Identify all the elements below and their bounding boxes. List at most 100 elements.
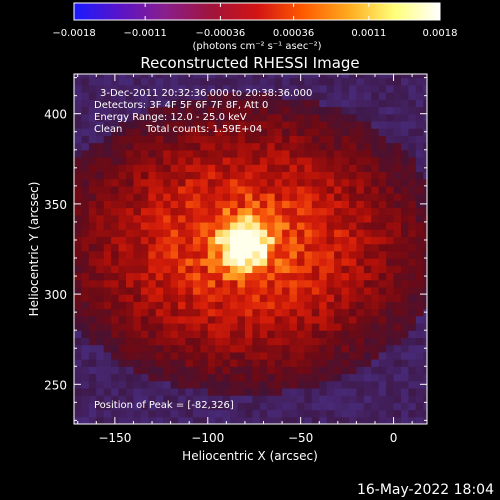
heatmap-cell [274,164,283,173]
heatmap-cell [178,84,187,93]
heatmap-cell [88,185,97,194]
heatmap-cell [74,351,83,360]
heatmap-cell [415,308,424,317]
heatmap-cell [118,156,127,165]
heatmap-cell [319,84,328,93]
heatmap-cell [363,135,372,144]
heatmap-cell [244,149,253,158]
heatmap-cell [400,164,410,173]
heatmap-cell [393,373,402,382]
heatmap-cell [88,344,97,353]
heatmap-cell [230,207,239,216]
heatmap-cell [88,258,97,266]
heatmap-cell [274,409,283,418]
heatmap-cell [200,149,209,158]
heatmap-cell [319,250,328,259]
heatmap-cell [326,135,335,144]
heatmap-cell [88,272,97,281]
heatmap-cell [170,74,179,79]
heatmap-cell [222,236,231,245]
heatmap-cell [423,178,427,187]
heatmap-cell [244,380,253,389]
heatmap-cell [111,308,120,317]
heatmap-cell [74,156,83,165]
heatmap-cell [148,395,157,403]
heatmap-cell [296,286,305,295]
heatmap-cell [378,373,387,382]
heatmap-cell [334,279,343,288]
heatmap-cell [163,156,172,165]
heatmap-cell [178,301,187,310]
heatmap-cell [386,366,395,375]
heatmap-cell [363,99,372,108]
heatmap-cell [170,294,179,302]
heatmap-cell [304,380,313,389]
heatmap-cell [111,178,120,187]
heatmap-cell [237,279,246,288]
heatmap-cell [378,113,387,122]
heatmap-cell [222,84,231,93]
heatmap-cell [334,156,343,165]
heatmap-cell [178,359,187,367]
heatmap-cell [74,402,83,411]
heatmap-cell [393,395,402,403]
heatmap-cell [356,258,365,266]
heatmap-cell [378,221,387,230]
heatmap-cell [363,171,372,180]
heatmap-cell [267,84,276,93]
heatmap-cell [140,359,149,367]
heatmap-cell [363,301,372,310]
heatmap-cell [88,265,97,274]
heatmap-cell [118,193,127,201]
heatmap-cell [96,258,105,266]
heatmap-cell [296,135,305,144]
heatmap-cell [356,366,365,375]
heatmap-cell [296,243,305,252]
heatmap-cell [363,156,372,165]
heatmap-cell [126,243,135,252]
y-axis-label: Heliocentric Y (arcsec) [27,182,41,317]
heatmap-cell [192,402,201,411]
heatmap-cell [408,229,417,237]
heatmap-cell [178,265,187,274]
heatmap-cell [111,387,120,396]
heatmap-cell [311,120,320,129]
heatmap-cell [371,272,380,281]
heatmap-cell [319,92,328,100]
heatmap-cell [244,214,253,223]
heatmap-cell [252,258,261,266]
heatmap-cell [237,120,246,129]
heatmap-cell [88,171,97,180]
heatmap-cell [163,149,172,158]
heatmap-cell [155,243,164,252]
heatmap-cell [96,120,105,129]
heatmap-cell [408,236,417,245]
heatmap-cell [289,258,298,266]
heatmap-cell [267,221,276,230]
heatmap-cell [363,395,372,403]
heatmap-cell [415,236,424,245]
heatmap-cell [126,156,135,165]
heatmap-cell [140,99,149,108]
heatmap-cell [140,77,149,86]
heatmap-cell [126,77,135,86]
heatmap-cell [319,315,328,324]
heatmap-cell [111,149,120,158]
heatmap-cell [267,366,276,375]
heatmap-cell [148,330,157,339]
heatmap-cell [237,135,246,144]
heatmap-cell [133,301,142,310]
heatmap-cell [371,120,380,129]
heatmap-cell [319,77,328,86]
heatmap-cell [296,193,305,201]
heatmap-cell [207,301,216,310]
heatmap-cell [326,308,335,317]
heatmap-cell [393,128,402,136]
heatmap-cell [408,315,417,324]
heatmap-cell [111,156,120,165]
heatmap-cell [415,359,424,367]
heatmap-cell [423,322,427,331]
heatmap-cell [103,214,112,223]
heatmap-cell [215,387,224,396]
colorbar-tick-label: 0.0018 [423,28,458,39]
